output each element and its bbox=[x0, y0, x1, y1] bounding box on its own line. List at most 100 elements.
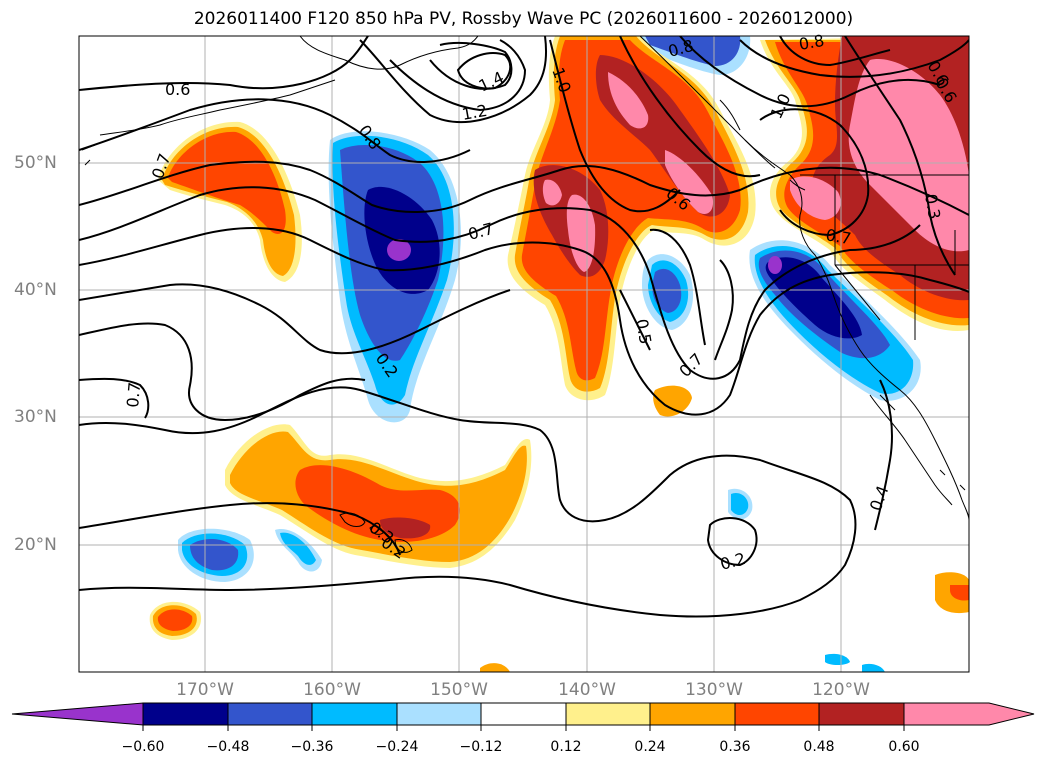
positive-anomaly-shading bbox=[480, 663, 510, 672]
colorbar-segment bbox=[818, 702, 905, 726]
contour-label: 1.4 bbox=[476, 68, 507, 96]
pv-contour bbox=[549, 39, 681, 213]
lon-label: 150°W bbox=[430, 680, 488, 700]
pv-contour bbox=[619, 36, 761, 178]
negative-anomaly-shading bbox=[768, 256, 782, 274]
colorbar-segment bbox=[227, 702, 313, 726]
positive-anomaly-shading bbox=[168, 131, 286, 234]
colorbar bbox=[11, 702, 1035, 731]
negative-anomaly-shading bbox=[731, 492, 749, 516]
alaska-coast bbox=[299, 36, 479, 70]
pv-contour bbox=[679, 36, 941, 108]
contour-label: 0.6 bbox=[165, 80, 190, 99]
colorbar-tick-label: 0.24 bbox=[634, 739, 666, 755]
colorbar-tick-label: 0.48 bbox=[803, 739, 835, 755]
pv-contour bbox=[79, 283, 511, 355]
colorbar-segment bbox=[311, 702, 398, 726]
positive-anomaly-shading bbox=[380, 517, 431, 539]
colorbar-tick-label: 0.60 bbox=[888, 739, 920, 755]
pv-contour bbox=[79, 386, 857, 618]
contour-label: 1.0 bbox=[766, 91, 794, 122]
contour-label: 0.7 bbox=[824, 225, 852, 248]
pv-contour bbox=[79, 98, 471, 163]
positive-anomaly-shading bbox=[665, 150, 714, 215]
lat-label: 50°N bbox=[14, 153, 57, 173]
negative-anomaly-shading bbox=[387, 239, 411, 261]
colorbar-segment bbox=[396, 702, 482, 726]
colorbar-segment bbox=[11, 702, 144, 726]
pv-contour bbox=[874, 379, 893, 531]
lat-label: 40°N bbox=[14, 280, 57, 300]
negative-anomaly-shading bbox=[645, 36, 741, 66]
pv-contour bbox=[779, 36, 891, 67]
lon-label: 120°W bbox=[812, 680, 870, 700]
pv-contour bbox=[79, 227, 969, 416]
bc-islands bbox=[719, 99, 806, 191]
pv-contour bbox=[619, 289, 651, 351]
lat-label: 30°N bbox=[14, 407, 57, 427]
contour-label: 0.7 bbox=[466, 219, 496, 244]
pv-contour bbox=[706, 517, 758, 567]
contour-label: 0.4 bbox=[866, 483, 893, 513]
map-title: 2026011400 F120 850 hPa PV, Rossby Wave … bbox=[193, 9, 854, 29]
pv-contour bbox=[456, 52, 512, 90]
colorbar-tick-label: −0.36 bbox=[290, 739, 334, 755]
colorbar-segment bbox=[565, 702, 651, 726]
aleutian-islands bbox=[81, 79, 336, 166]
colorbar-tick-label: −0.48 bbox=[206, 739, 250, 755]
lon-label: 160°W bbox=[303, 680, 361, 700]
positive-anomaly-shading bbox=[157, 609, 193, 631]
rocky-coast-islands bbox=[879, 394, 966, 491]
pv-contour bbox=[79, 322, 366, 422]
hawaii-islands bbox=[339, 512, 413, 553]
positive-anomaly-shading bbox=[790, 176, 841, 220]
lon-label: 130°W bbox=[685, 680, 743, 700]
positive-anomaly-shading bbox=[950, 585, 969, 601]
state-borders bbox=[800, 174, 969, 340]
colorbar-tick-label: 0.12 bbox=[550, 739, 582, 755]
coastlines bbox=[81, 36, 969, 553]
colorbar-tick-label: −0.12 bbox=[459, 739, 503, 755]
pv-contour bbox=[79, 377, 150, 419]
negative-anomaly-shading bbox=[190, 538, 239, 571]
pv-contour bbox=[649, 228, 706, 346]
contour-label: 0.2 bbox=[718, 549, 748, 574]
colorbar-segment bbox=[734, 702, 820, 726]
lon-label: 170°W bbox=[176, 680, 234, 700]
positive-anomaly-shading bbox=[848, 59, 969, 252]
shaded-anomalies bbox=[149, 36, 969, 672]
colorbar-segment bbox=[649, 702, 736, 726]
contour-label: 1.2 bbox=[460, 101, 488, 124]
pv-contour bbox=[79, 160, 969, 216]
map-frame bbox=[78, 35, 970, 673]
lon-label: 140°W bbox=[558, 680, 616, 700]
colorbar-tick-label: −0.60 bbox=[121, 739, 165, 755]
negative-anomaly-shading bbox=[765, 257, 862, 339]
contour-label: 0.5 bbox=[632, 317, 655, 345]
pv-contour bbox=[714, 259, 734, 361]
pv-contours bbox=[79, 36, 969, 618]
positive-anomaly-shading bbox=[542, 179, 562, 206]
pv-contour bbox=[759, 108, 870, 237]
pv-contour bbox=[429, 42, 513, 90]
positive-anomaly-shading bbox=[608, 72, 649, 129]
baja-california bbox=[869, 394, 953, 506]
colorbar-segment bbox=[480, 702, 567, 726]
contour-label: 0.3 bbox=[921, 192, 944, 220]
north-america-coast bbox=[639, 36, 969, 521]
contour-label: 0.8 bbox=[797, 31, 825, 54]
lat-label: 20°N bbox=[14, 535, 57, 555]
pv-contour bbox=[389, 39, 527, 112]
negative-anomaly-shading bbox=[652, 268, 682, 313]
positive-anomaly-shading bbox=[653, 385, 692, 417]
colorbar-tick-label: 0.36 bbox=[719, 739, 751, 755]
pv-contour bbox=[79, 36, 369, 91]
colorbar-segment bbox=[142, 702, 229, 726]
pv-contour bbox=[359, 36, 548, 123]
contour-label: 0.7 bbox=[123, 381, 144, 408]
pv-contour bbox=[79, 186, 921, 380]
negative-anomaly-shading bbox=[862, 663, 885, 672]
negative-anomaly-shading bbox=[280, 532, 316, 565]
pv-contour bbox=[844, 36, 956, 276]
